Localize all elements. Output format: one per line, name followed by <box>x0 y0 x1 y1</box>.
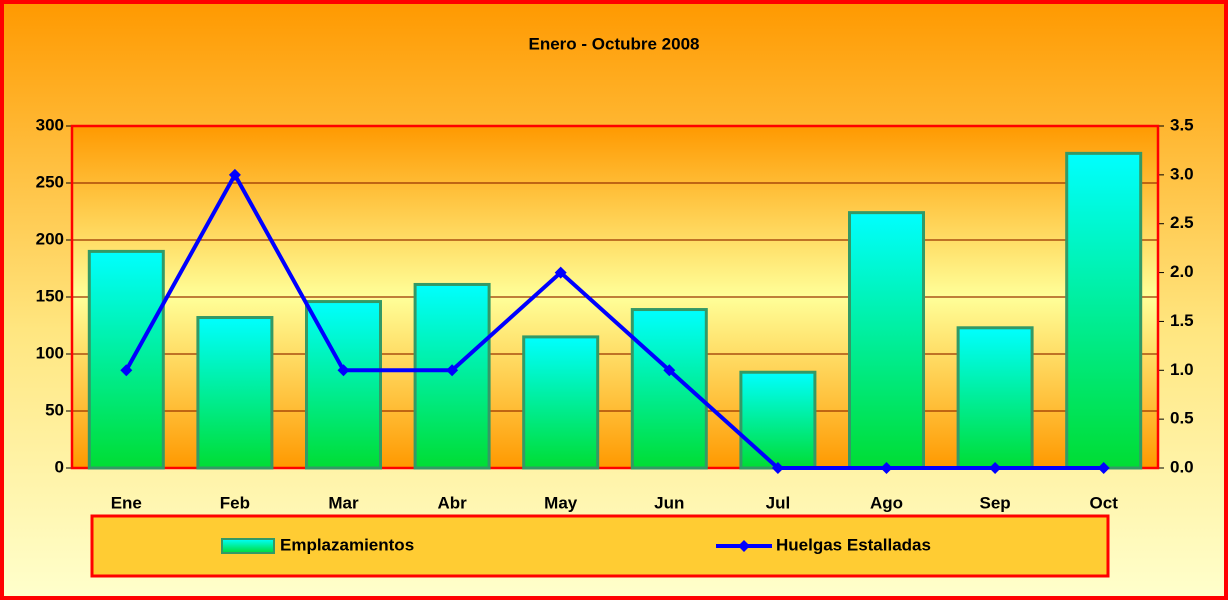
plot-border <box>70 124 1160 470</box>
y2-tick-label: 2.0 <box>1170 262 1194 281</box>
x-tick-label: Abr <box>437 493 467 512</box>
line-marker <box>989 462 1002 474</box>
bar <box>956 326 1034 470</box>
x-tick-label: Ago <box>870 493 903 512</box>
y2-tick-label: 0.0 <box>1170 457 1194 476</box>
bar <box>739 370 817 470</box>
y2-tick-label: 1.0 <box>1170 360 1194 379</box>
x-tick-label: Jul <box>766 493 791 512</box>
line-marker <box>880 462 893 474</box>
line-marker <box>554 266 567 279</box>
legend-swatch <box>221 538 275 554</box>
y-tick-label: 50 <box>45 400 64 419</box>
y2-tick-label: 0.5 <box>1170 409 1194 428</box>
y-tick-label: 200 <box>36 229 64 248</box>
chart-title: Enero - Octubre 2008 <box>528 34 699 53</box>
bar <box>87 249 165 470</box>
y2-tick-label: 3.5 <box>1170 115 1194 134</box>
line-marker <box>228 168 241 181</box>
y-tick-label: 300 <box>36 115 64 134</box>
y-tick-label: 100 <box>36 343 64 362</box>
line-marker <box>446 364 459 377</box>
x-tick-label: Oct <box>1090 493 1119 512</box>
bar <box>196 316 274 470</box>
x-tick-label: Ene <box>111 493 142 512</box>
y2-tick-label: 1.5 <box>1170 311 1194 330</box>
bar <box>630 308 708 470</box>
line-marker <box>120 364 133 377</box>
y-tick-label: 250 <box>36 172 64 191</box>
x-tick-label: May <box>544 493 578 512</box>
legend-label: Emplazamientos <box>280 535 414 554</box>
bar <box>305 300 382 470</box>
line-marker <box>337 364 350 377</box>
y2-tick-label: 3.0 <box>1170 164 1194 183</box>
line-marker <box>771 462 784 474</box>
legend-marker <box>738 540 750 552</box>
bar <box>522 335 600 470</box>
bar <box>1065 151 1143 470</box>
legend-label: Huelgas Estalladas <box>776 535 931 554</box>
y-tick-label: 0 <box>55 457 64 476</box>
bar <box>848 211 925 470</box>
line-marker <box>663 364 676 377</box>
line-marker <box>1097 462 1110 474</box>
x-tick-label: Jun <box>654 493 684 512</box>
line <box>124 170 1104 470</box>
y-tick-label: 150 <box>36 286 64 305</box>
y2-tick-label: 2.5 <box>1170 213 1194 232</box>
x-tick-label: Sep <box>980 493 1011 512</box>
x-tick-label: Mar <box>328 493 359 512</box>
x-tick-label: Feb <box>220 493 250 512</box>
